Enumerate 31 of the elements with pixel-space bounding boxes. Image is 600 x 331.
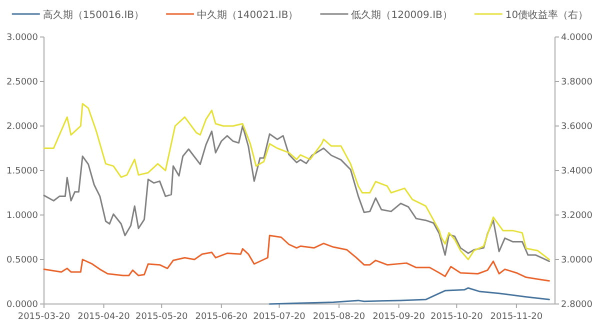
legend-label: 低久期（120009.IB） xyxy=(351,9,452,21)
x-tick-label: 2015-03-20 xyxy=(18,312,70,322)
line-series xyxy=(43,103,550,260)
x-tick-label: 2015-08-20 xyxy=(312,312,366,322)
legend-label: 高久期（150016.IB） xyxy=(42,9,144,21)
y-tick-label: 0.0000 xyxy=(6,300,38,310)
x-tick-label: 2015-10-20 xyxy=(430,312,484,322)
y-tick-label: 2.5000 xyxy=(6,78,38,88)
y2-tick-label: 3.2000 xyxy=(561,211,593,221)
y2-tick-label: 3.8000 xyxy=(561,78,593,88)
y-tick-label: 1.0000 xyxy=(6,211,38,221)
y2-tick-label: 3.0000 xyxy=(561,256,593,266)
y-tick-label: 2.0000 xyxy=(6,122,38,132)
x-tick-label: 2015-05-20 xyxy=(135,312,188,322)
y2-tick-label: 3.4000 xyxy=(561,166,593,176)
line-series xyxy=(268,287,550,305)
y2-tick-label: 3.6000 xyxy=(561,122,593,132)
x-tick-label: 2015-07-20 xyxy=(253,312,306,322)
legend-label: 中久期（140021.IB） xyxy=(197,9,298,21)
y-tick-label: 3.0000 xyxy=(6,33,38,43)
legend-label: 10债收益率（右） xyxy=(505,9,588,21)
y-tick-label: 0.5000 xyxy=(6,256,38,266)
y-tick-label: 1.5000 xyxy=(6,166,38,176)
x-tick-label: 2015-06-20 xyxy=(195,312,248,322)
line-series xyxy=(43,234,550,282)
line-series xyxy=(43,125,550,262)
y2-tick-label: 2.8000 xyxy=(561,300,593,310)
y2-tick-label: 4.0000 xyxy=(561,33,593,43)
x-tick-label: 2015-04-20 xyxy=(78,312,130,322)
x-tick-label: 2015-11-20 xyxy=(490,312,543,322)
x-tick-label: 2015-09-20 xyxy=(372,312,426,322)
